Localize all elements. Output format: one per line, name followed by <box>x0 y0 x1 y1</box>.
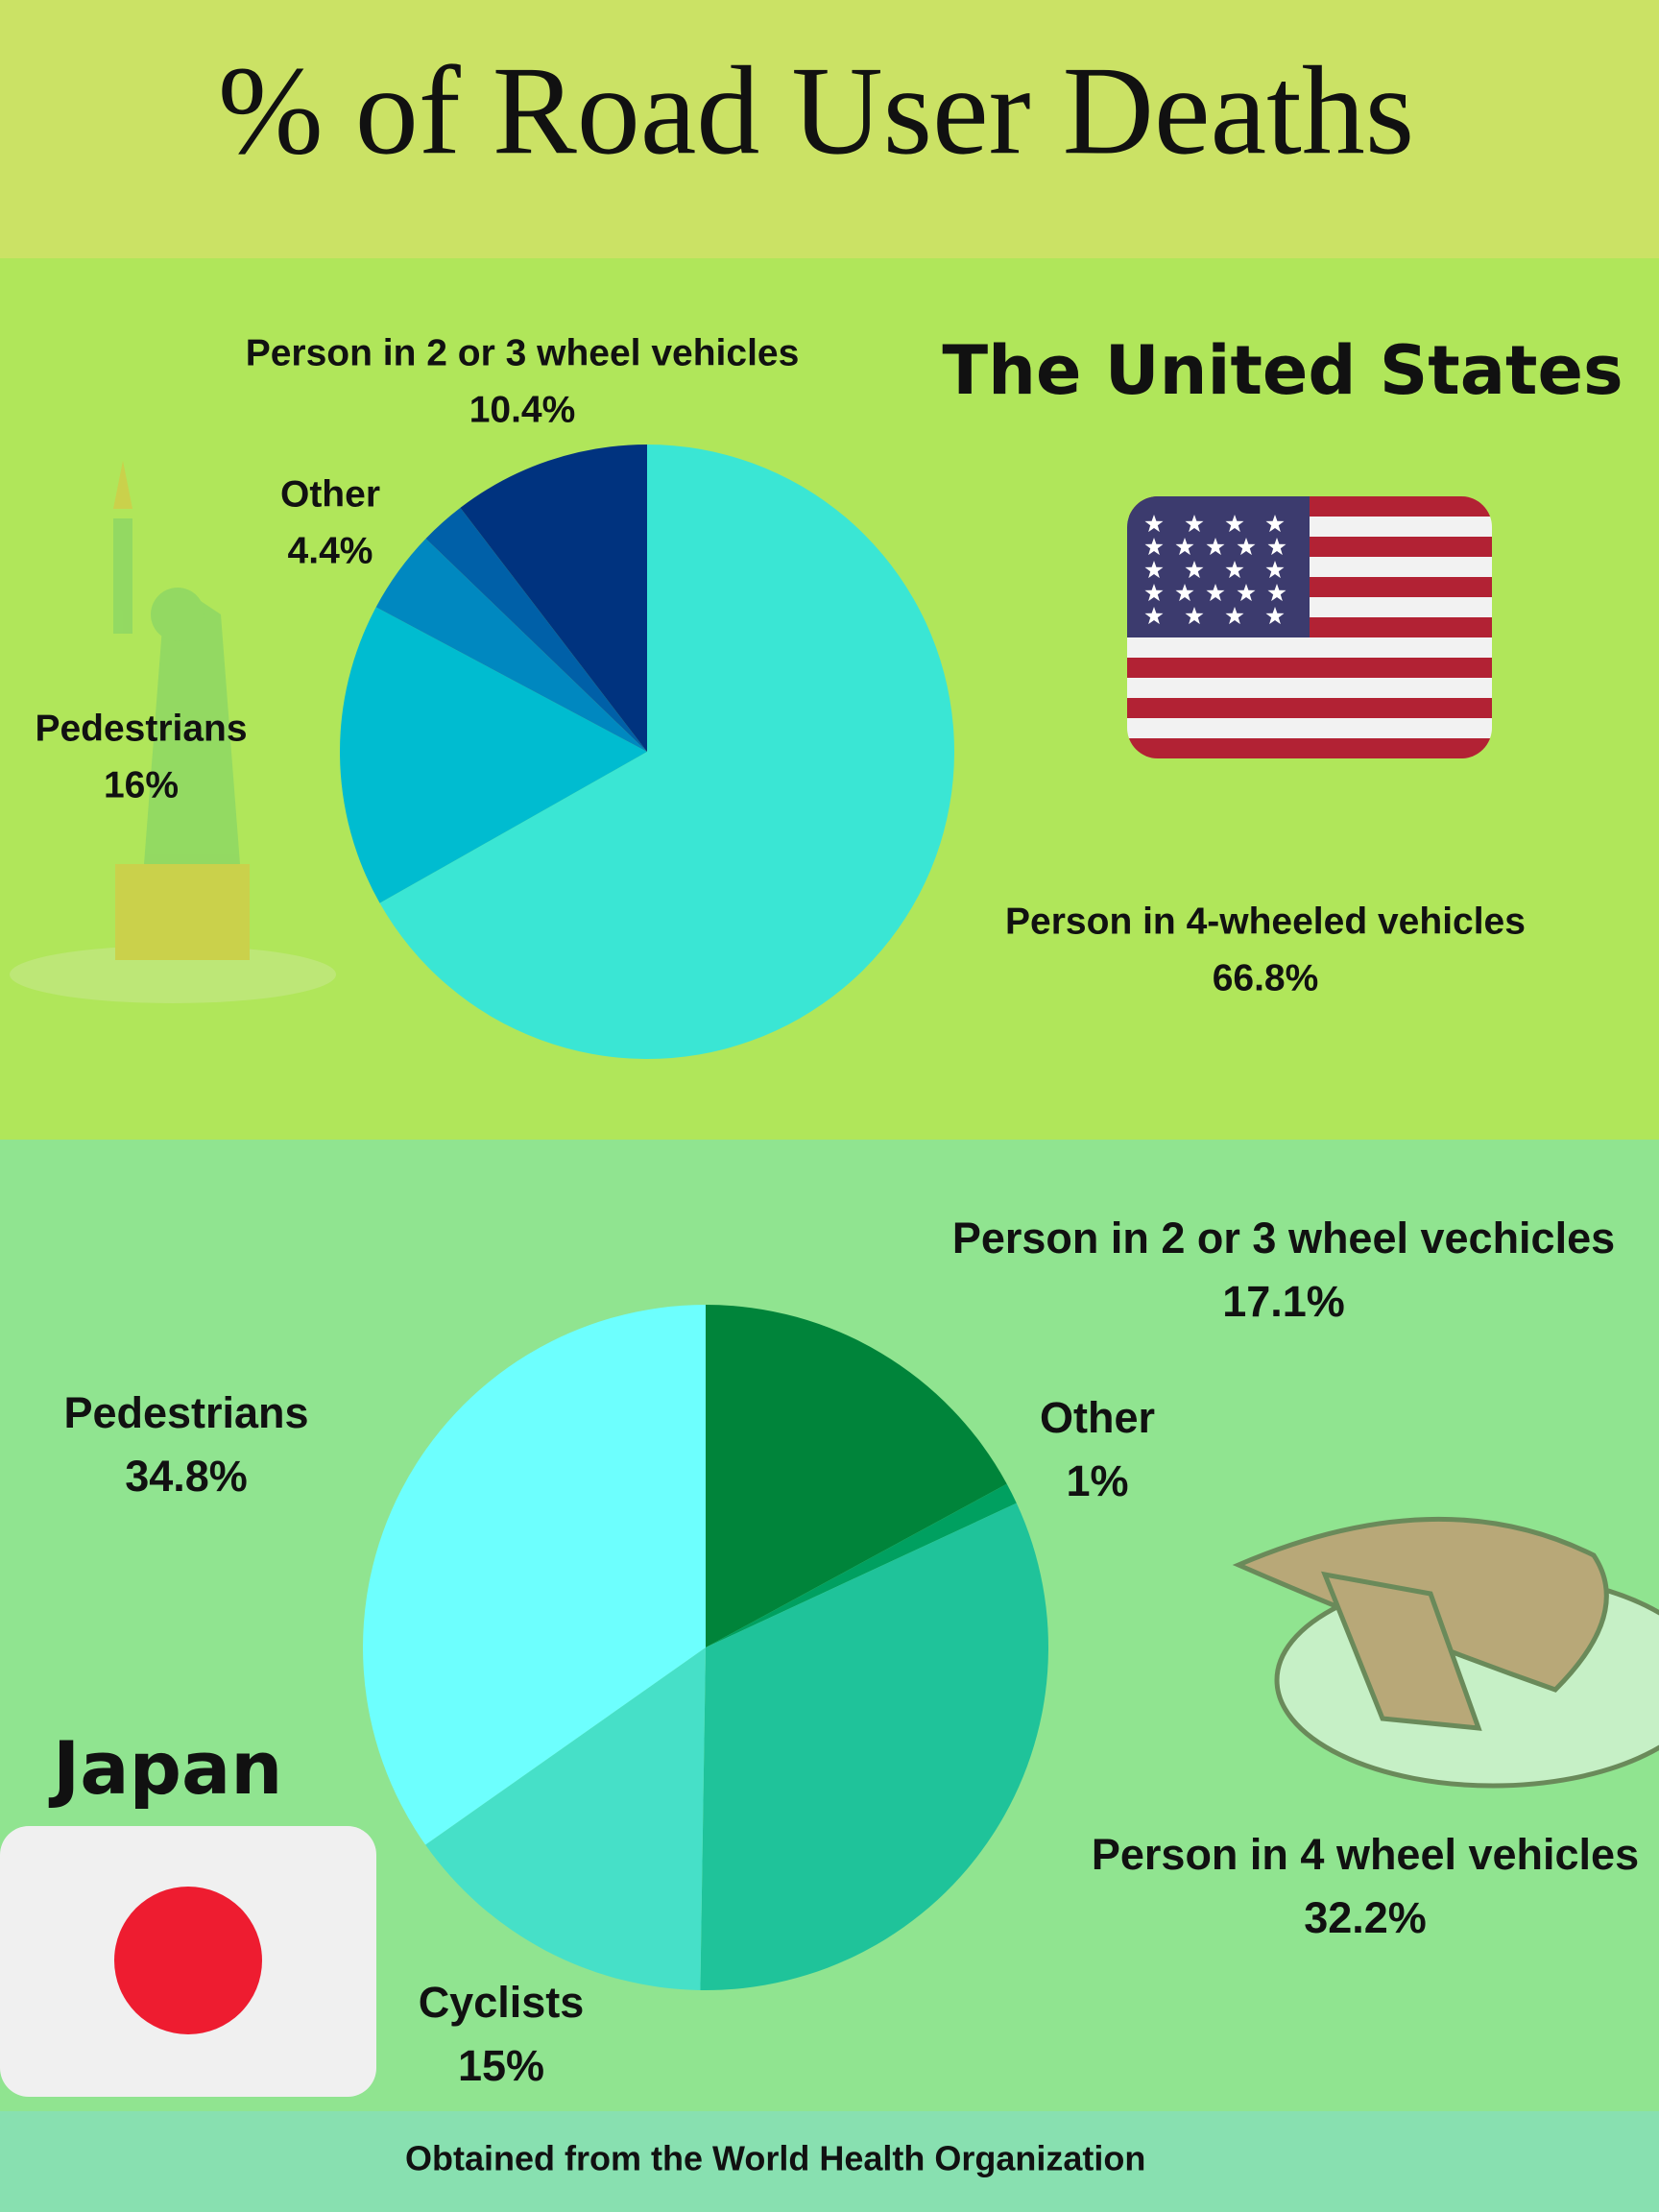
flag-stripe <box>1127 698 1492 718</box>
us-flag <box>1127 496 1492 758</box>
flag-stripe <box>1127 738 1492 758</box>
pie-slice <box>425 507 647 752</box>
page-title: % of Road User Deaths <box>218 39 1414 180</box>
slice-value-label: 16% <box>104 764 179 805</box>
flag-star <box>1265 561 1285 579</box>
slice-label: Person in 4 wheel vehicles <box>1092 1830 1639 1879</box>
flag-star <box>1267 584 1286 602</box>
flag-star <box>1237 538 1256 556</box>
slice-value-label: 17.1% <box>1222 1277 1345 1326</box>
slice-label: Other <box>1040 1393 1155 1442</box>
flag-star <box>1206 538 1225 556</box>
chart-title: The United States <box>942 331 1623 410</box>
flag-star <box>1225 515 1244 533</box>
pie-slice <box>379 445 954 1059</box>
flag-star <box>1144 515 1164 533</box>
sushi-decoration <box>1232 1516 1659 1789</box>
flag-star <box>1225 561 1244 579</box>
flag-star <box>1185 561 1204 579</box>
flag-star <box>1265 515 1285 533</box>
flag-star <box>1206 584 1225 602</box>
flag-star <box>1237 584 1256 602</box>
flag-stripe <box>1127 658 1492 678</box>
pie-slice <box>460 444 647 752</box>
pie-slice <box>363 1305 706 1845</box>
slice-label: Pedestrians <box>63 1388 308 1437</box>
slice-label: Cyclists <box>419 1978 585 2027</box>
flag-star <box>1144 538 1164 556</box>
flag-stripe <box>1127 637 1492 658</box>
slice-label: Person in 2 or 3 wheel vehicles <box>246 332 800 373</box>
slice-label: Other <box>280 473 380 515</box>
slice-value-label: 1% <box>1066 1456 1128 1505</box>
pie-slice <box>706 1305 1007 1647</box>
flag-stripe <box>1127 678 1492 698</box>
pie-slice <box>706 1483 1017 1647</box>
slice-value-label: 4.4% <box>288 530 373 571</box>
flag-star <box>1185 515 1204 533</box>
slice-value-label: 15% <box>458 2041 544 2090</box>
source-note: Obtained from the World Health Organizat… <box>405 2139 1145 2178</box>
flag-star <box>1144 607 1164 625</box>
us-flag-body <box>1127 496 1492 758</box>
flag-star <box>1225 607 1244 625</box>
flag-star <box>1175 584 1194 602</box>
slice-label: Person in 2 or 3 wheel vechicles <box>952 1214 1615 1262</box>
slice-value-label: 32.2% <box>1304 1893 1427 1942</box>
slice-value-label: 34.8% <box>125 1452 248 1501</box>
flag-star <box>1175 538 1194 556</box>
pie-slice <box>375 539 647 752</box>
flag-star <box>1144 584 1164 602</box>
footer-band <box>0 2111 1659 2212</box>
slice-value-label: 10.4% <box>469 389 576 430</box>
header-band <box>0 0 1659 258</box>
statue-decoration <box>10 461 336 1003</box>
pie-slice <box>340 607 647 903</box>
japan-flag-sun <box>114 1887 262 2034</box>
flag-star <box>1185 607 1204 625</box>
pie-slice <box>700 1503 1048 1990</box>
flag-star <box>1265 607 1285 625</box>
flag-stripe <box>1127 718 1492 738</box>
chart-title: Japan <box>48 1725 282 1811</box>
slice-label: Person in 4-wheeled vehicles <box>1005 901 1526 942</box>
pie-slice <box>425 1647 706 1990</box>
slice-label: Pedestrians <box>35 708 247 749</box>
flag-star <box>1267 538 1286 556</box>
flag-star <box>1144 561 1164 579</box>
slice-value-label: 66.8% <box>1213 957 1319 998</box>
